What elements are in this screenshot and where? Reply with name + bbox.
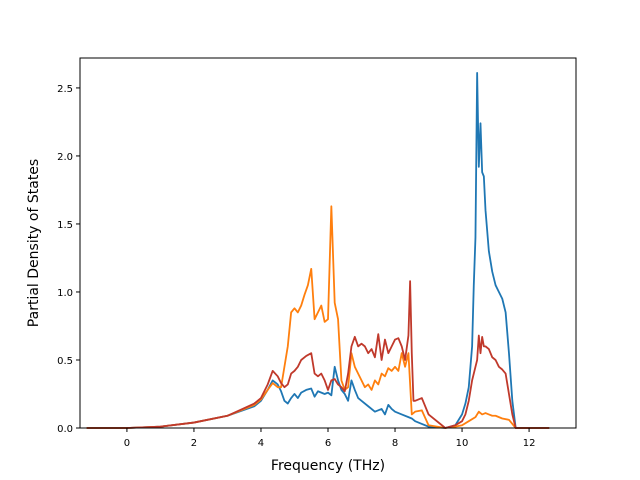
x-tick-label: 10 — [456, 438, 469, 449]
y-tick-label: 0.0 — [57, 424, 73, 435]
series-line-2 — [86, 205, 550, 429]
y-tick-label: 2.0 — [57, 152, 73, 163]
y-tick-label: 2.5 — [57, 84, 73, 95]
plot-area — [80, 58, 576, 428]
x-tick-label: 2 — [191, 438, 197, 449]
series-layer — [86, 72, 550, 429]
x-tick-label: 6 — [325, 438, 331, 449]
y-tick-label: 1.5 — [57, 220, 73, 231]
series-line-1 — [86, 72, 550, 429]
x-tick-label: 12 — [523, 438, 536, 449]
y-tick-label: 1.0 — [57, 288, 73, 299]
x-tick-label: 4 — [258, 438, 264, 449]
y-tick-label: 0.5 — [57, 356, 73, 367]
x-axis-ticks: 0 2 4 6 8 10 12 — [124, 428, 536, 449]
x-axis-label: Frequency (THz) — [271, 458, 385, 474]
x-tick-label: 0 — [124, 438, 130, 449]
y-axis-ticks: 0.0 0.5 1.0 1.5 2.0 2.5 — [57, 84, 80, 435]
x-tick-label: 8 — [392, 438, 398, 449]
y-axis-label: Partial Density of States — [26, 159, 42, 327]
series-line-3 — [86, 280, 550, 429]
